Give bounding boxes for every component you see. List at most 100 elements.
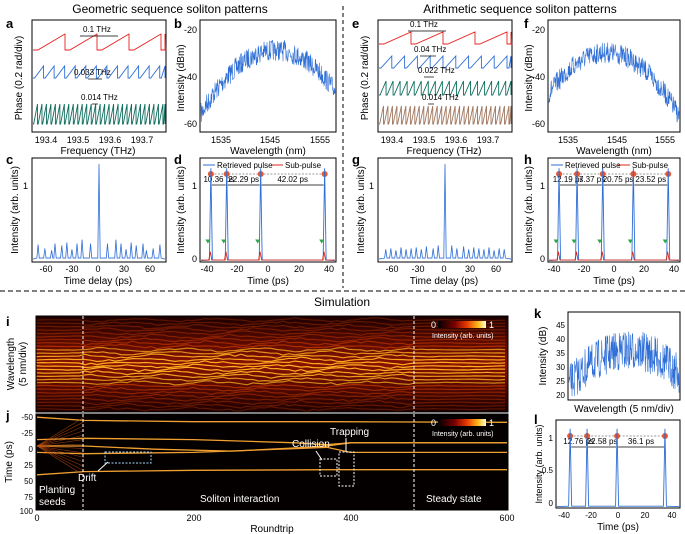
panel-letter-b: b [174,16,182,31]
label-collision: Collision [292,439,330,450]
heatmap-stripe-18 [36,373,506,379]
panel-e-xlabel: Frequency (THz) [406,146,481,157]
label-interaction: Soliton interaction [200,494,280,505]
panel-e-annotations: 0.1 THz 0.04 THz 0.022 THz 0.014 THz [408,20,459,105]
phase-line-2 [33,64,166,79]
l-xtick-2: -20 [585,511,597,520]
b-xtick-3: 1555 [310,135,330,145]
h-xtick-3: 0 [611,264,616,274]
panel-letter-g: g [352,152,360,167]
panel-letter-k: k [534,306,542,321]
seed-ray-12 [36,445,85,467]
panel-letter-j: j [5,408,10,423]
panel-i-background [36,316,508,412]
l-xtick-1: -40 [558,511,570,520]
heatmap-stripe-19 [36,376,506,382]
e-annot-2: 0.04 THz [414,45,446,54]
panel-g-frame [377,157,513,263]
b-ytick-3: -60 [184,119,197,129]
sub-pulse-marker-4 [319,239,325,244]
panel-f-spectrum [548,42,680,123]
panel-c-ytick: 1 [23,181,28,191]
spacing-label-3: 20.75 ps [603,175,634,184]
d-legend-sub: Sub-pulse [285,161,322,170]
panel-j-xlabel: Roundtrip [250,524,294,534]
collision-arrow [315,450,323,461]
panel-j-frame [35,413,509,511]
d-xtick-2: -20 [230,264,243,274]
panel-d-sub-pulse [201,251,335,261]
panel-j-labels: Drift Collision Trapping Planting seeds … [39,427,482,508]
sub-pulse-marker-3 [255,239,261,244]
seed-ray-3 [36,425,85,447]
panel-g: g 1 Intensity (arb. units) -60 -30 0 30 … [352,152,513,287]
panel-g-ylabel: Intensity (arb. units) [356,166,367,254]
seed-ray-14 [36,445,85,476]
e-xtick-1: 193.4 [381,135,404,145]
seed-ray-11 [36,445,85,463]
panel-i-frame [35,315,509,413]
panel-h-sub-pulse [549,251,679,261]
seed-ray-8 [36,445,85,449]
panel-l-xlabel: Time (ps) [597,522,639,533]
c-xtick-1: -60 [39,264,52,274]
k-ytick-5: 25 [556,377,565,386]
panel-i-ylabel2: (5 nm/div) [18,342,29,386]
j-ytick-1: -50 [21,413,33,422]
j-cbar-max: 1 [489,418,494,428]
drift-arrow [97,461,109,472]
panel-l-yticks: 1 0.5 0 [542,434,554,508]
panel-e-frame [377,19,513,133]
j-xtick-2: 200 [186,513,201,523]
panel-e-ylabel: Phase (0.2 rad/div) [360,36,371,121]
panel-letter-l: l [534,412,538,427]
heatmap-stripe-14 [36,360,506,366]
heatmap-stripe-9 [36,343,506,350]
heatmap-stripe-13 [36,356,506,363]
phase-line-3 [33,103,166,125]
panel-d-xticks: -40 -20 0 20 40 [200,264,334,274]
panel-g-ytick: 1 [369,181,374,191]
trajectory-5 [36,469,507,476]
i-cbar-label: Intensity (arb. units) [432,333,493,340]
heatmap-stripe-24 [36,393,506,399]
f-ytick-2: -40 [532,72,545,82]
d-xtick-5: 40 [324,264,334,274]
j-ytick-5: 50 [24,477,33,486]
heatmap-stripe-8 [36,339,506,347]
panel-j-yticks: -50 -25 0 25 50 75 100 [20,413,34,516]
seed-ray-7 [36,443,85,447]
panel-d: d Retrieved pulse Sub-pulse 10.36 ps22.2… [174,152,337,287]
panel-d-legend: Retrieved pulse Sub-pulse [203,161,322,170]
panel-e: e 0.1 THz 0.04 THz 0.022 THz 0.014 THz P… [352,16,513,157]
panel-i: i 0 1 Intensity (arb. units) Wavelength … [6,314,509,413]
seed-ray-1 [36,416,85,447]
panel-k-frame [567,311,681,401]
panel-k-ylabel: Intensity (dB) [538,327,549,386]
panel-l-xticks: -40 -20 0 20 40 [558,511,677,520]
heatmap-stripe-2 [36,320,505,327]
g-xtick-4: 30 [465,264,475,274]
g-xtick-3: 0 [441,264,446,274]
sub-pulse-marker-2 [571,239,577,244]
h-xtick-5: 40 [669,264,679,274]
l-ytick-3: 0 [549,499,554,508]
phase-line-3 [379,80,512,96]
heatmap-stripe-23 [36,389,506,396]
b-xtick-1: 1535 [211,135,231,145]
c-xtick-3: 0 [95,264,100,274]
panel-a-phase-lines [33,33,167,125]
heatmap-stripe-27 [36,402,505,409]
b-ytick-1: -20 [184,25,197,35]
panel-c-frame [31,157,167,263]
k-ytick-4: 30 [556,363,565,372]
panel-b-frame [199,19,337,133]
sub-pulse-marker-3 [597,239,603,244]
f-ytick-1: -20 [532,25,545,35]
phase-line-1 [379,31,513,45]
panel-i-heatmap [36,316,506,413]
panel-d-frame [199,157,337,263]
d-xtick-4: 20 [294,264,304,274]
